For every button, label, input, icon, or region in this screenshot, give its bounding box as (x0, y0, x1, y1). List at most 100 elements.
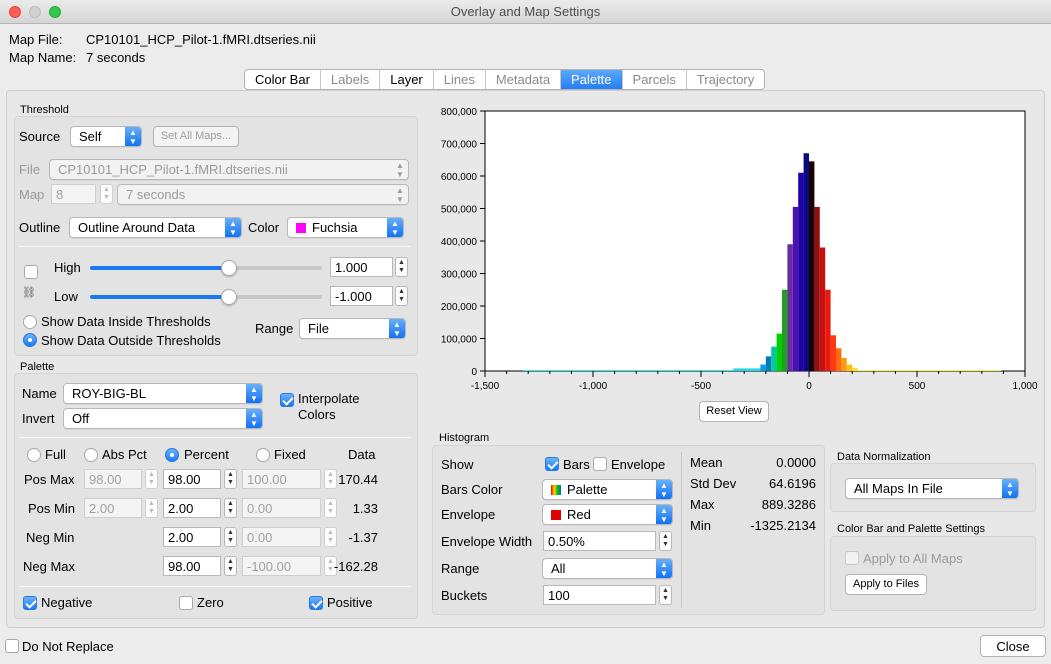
bars-color-select[interactable]: Palette ▲ ▼ (542, 479, 673, 500)
chevron-up-down-icon: ▲ ▼ (396, 186, 404, 204)
envelope-width-stepper[interactable]: ▲ ▼ (659, 531, 672, 551)
close-button[interactable]: Close (980, 635, 1046, 657)
zero-checkbox[interactable] (179, 596, 193, 610)
envelope-checkbox[interactable] (593, 457, 607, 471)
hist-range-select[interactable]: All ▲ ▼ (542, 558, 673, 579)
file-select[interactable]: CP10101_HCP_Pilot-1.fMRI.dtseries.nii ▲ ▼ (49, 159, 409, 180)
zoom-window-icon[interactable] (49, 6, 61, 18)
y-tick-label: 300,000 (441, 270, 478, 281)
chevron-up-down-icon: ▲ ▼ (656, 559, 672, 578)
show-outside-label: Show Data Outside Thresholds (41, 333, 221, 348)
tab-palette[interactable]: Palette (561, 70, 623, 89)
mode-full-label: Full (45, 447, 66, 462)
stat-min-label: Min (690, 518, 711, 533)
neg-min-pct-stepper[interactable]: ▲ ▼ (224, 527, 237, 547)
interpolate-label-1: Interpolate (298, 391, 360, 406)
do-not-replace-checkbox[interactable] (5, 639, 19, 653)
minimize-window-icon[interactable] (29, 6, 41, 18)
pos-min-fixed-field[interactable]: 0.00 (242, 498, 321, 518)
neg-min-fixed-field[interactable]: 0.00 (242, 527, 321, 547)
y-tick-label: 200,000 (441, 302, 478, 313)
high-value-stepper[interactable]: ▲ ▼ (395, 257, 408, 277)
map-index-field[interactable]: 8 (51, 184, 96, 204)
pos-max-fixed-field[interactable]: 100.00 (242, 469, 321, 489)
reset-view-button[interactable]: Reset View (699, 401, 769, 422)
interpolate-colors-checkbox[interactable] (280, 393, 294, 407)
histogram-bar (841, 358, 847, 371)
buckets-field[interactable]: 100 (543, 585, 656, 605)
outline-color-select[interactable]: Fuchsia ▲ ▼ (287, 217, 404, 238)
stat-max-value: 889.3286 (761, 497, 816, 512)
tab-lines[interactable]: Lines (434, 70, 486, 89)
source-select[interactable]: Self ▲ ▼ (70, 126, 142, 147)
color-swatch (296, 223, 306, 233)
bars-label: Bars (563, 457, 590, 472)
low-slider[interactable] (90, 288, 322, 306)
histogram-bar (776, 333, 782, 371)
neg-max-pct-field[interactable]: 98.00 (163, 556, 221, 576)
outline-color-label: Color (248, 220, 280, 235)
pos-max-pct-stepper[interactable]: ▲ ▼ (224, 469, 237, 489)
positive-checkbox[interactable] (309, 596, 323, 610)
outline-select[interactable]: Outline Around Data ▲ ▼ (69, 217, 242, 238)
histogram-bar (825, 289, 831, 371)
envelope-width-field[interactable]: 0.50% (543, 531, 656, 551)
link-thresholds-checkbox[interactable] (24, 265, 38, 279)
negative-checkbox[interactable] (23, 596, 37, 610)
close-window-icon[interactable] (9, 6, 21, 18)
low-value-stepper[interactable]: ▲ ▼ (395, 286, 408, 306)
neg-min-pct-field[interactable]: 2.00 (163, 527, 221, 547)
stat-min-value: -1325.2134 (750, 518, 816, 533)
pos-max-pct-field[interactable]: 98.00 (163, 469, 221, 489)
tab-trajectory[interactable]: Trajectory (696, 72, 755, 87)
normalization-select[interactable]: All Maps In File ▲ ▼ (845, 478, 1019, 499)
apply-to-files-button[interactable]: Apply to Files (845, 574, 927, 595)
tab-metadata[interactable]: Metadata (486, 70, 562, 89)
neg-max-fixed-field[interactable]: -100.00 (242, 556, 321, 576)
pos-min-abs-field[interactable]: 2.00 (84, 498, 142, 518)
tab-layer[interactable]: Layer (380, 70, 434, 89)
pos-max-abs-stepper[interactable]: ▲ ▼ (145, 469, 158, 489)
map-select[interactable]: 7 seconds ▲ ▼ (117, 184, 409, 205)
cbps-title: Color Bar and Palette Settings (837, 523, 985, 535)
histogram-bar (792, 206, 799, 371)
apply-all-maps-checkbox[interactable] (845, 551, 859, 565)
pos-min-pct-stepper[interactable]: ▲ ▼ (224, 498, 237, 518)
buckets-stepper[interactable]: ▲ ▼ (659, 585, 672, 605)
tab-labels[interactable]: Labels (321, 70, 381, 89)
neg-min-fixed-stepper[interactable]: ▲ ▼ (324, 527, 337, 547)
pos-min-abs-stepper[interactable]: ▲ ▼ (145, 498, 158, 518)
mode-full-radio[interactable] (27, 448, 41, 462)
envelope-color-select[interactable]: Red ▲ ▼ (542, 504, 673, 525)
pos-min-fixed-stepper[interactable]: ▲ ▼ (324, 498, 337, 518)
pos-max-abs-field[interactable]: 98.00 (84, 469, 142, 489)
chevron-up-down-icon: ▲ ▼ (246, 409, 262, 428)
map-index-stepper[interactable]: ▲ ▼ (100, 184, 113, 204)
chevron-up-down-icon: ▲ ▼ (396, 161, 404, 179)
y-tick-label: 600,000 (441, 172, 478, 183)
histogram-bar (798, 172, 804, 371)
mode-fixed-radio[interactable] (256, 448, 270, 462)
high-value-field[interactable]: 1.000 (330, 257, 393, 277)
palette-name-select[interactable]: ROY-BIG-BL ▲ ▼ (63, 383, 263, 404)
range-select[interactable]: File ▲ ▼ (299, 318, 406, 339)
pos-max-fixed-stepper[interactable]: ▲ ▼ (324, 469, 337, 489)
low-value-field[interactable]: -1.000 (330, 286, 393, 306)
show-inside-label: Show Data Inside Thresholds (41, 314, 211, 329)
tab-parcels[interactable]: Parcels (623, 70, 687, 89)
show-inside-radio[interactable] (23, 315, 37, 329)
histogram-chart[interactable]: 0 100,000 200,000 300,000 400,000 500,000 600,… (427, 97, 1043, 427)
pos-min-pct-field[interactable]: 2.00 (163, 498, 221, 518)
neg-max-fixed-stepper[interactable]: ▲ ▼ (324, 556, 337, 576)
high-slider[interactable] (90, 259, 322, 277)
invert-select[interactable]: Off ▲ ▼ (63, 408, 263, 429)
set-all-maps-button[interactable]: Set All Maps... (153, 126, 239, 147)
show-outside-radio[interactable] (23, 333, 37, 347)
mode-abs-pct-radio[interactable] (84, 448, 98, 462)
y-tick-label: 500,000 (441, 205, 478, 216)
bars-checkbox[interactable] (545, 457, 559, 471)
mode-percent-radio[interactable] (165, 448, 179, 462)
tab-color-bar[interactable]: Color Bar (245, 70, 321, 89)
neg-min-data: -1.37 (348, 530, 378, 545)
neg-max-pct-stepper[interactable]: ▲ ▼ (224, 556, 237, 576)
